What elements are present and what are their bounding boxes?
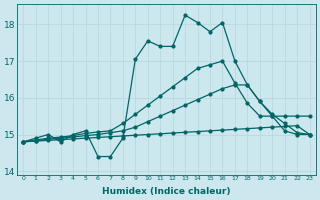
X-axis label: Humidex (Indice chaleur): Humidex (Indice chaleur)	[102, 187, 231, 196]
